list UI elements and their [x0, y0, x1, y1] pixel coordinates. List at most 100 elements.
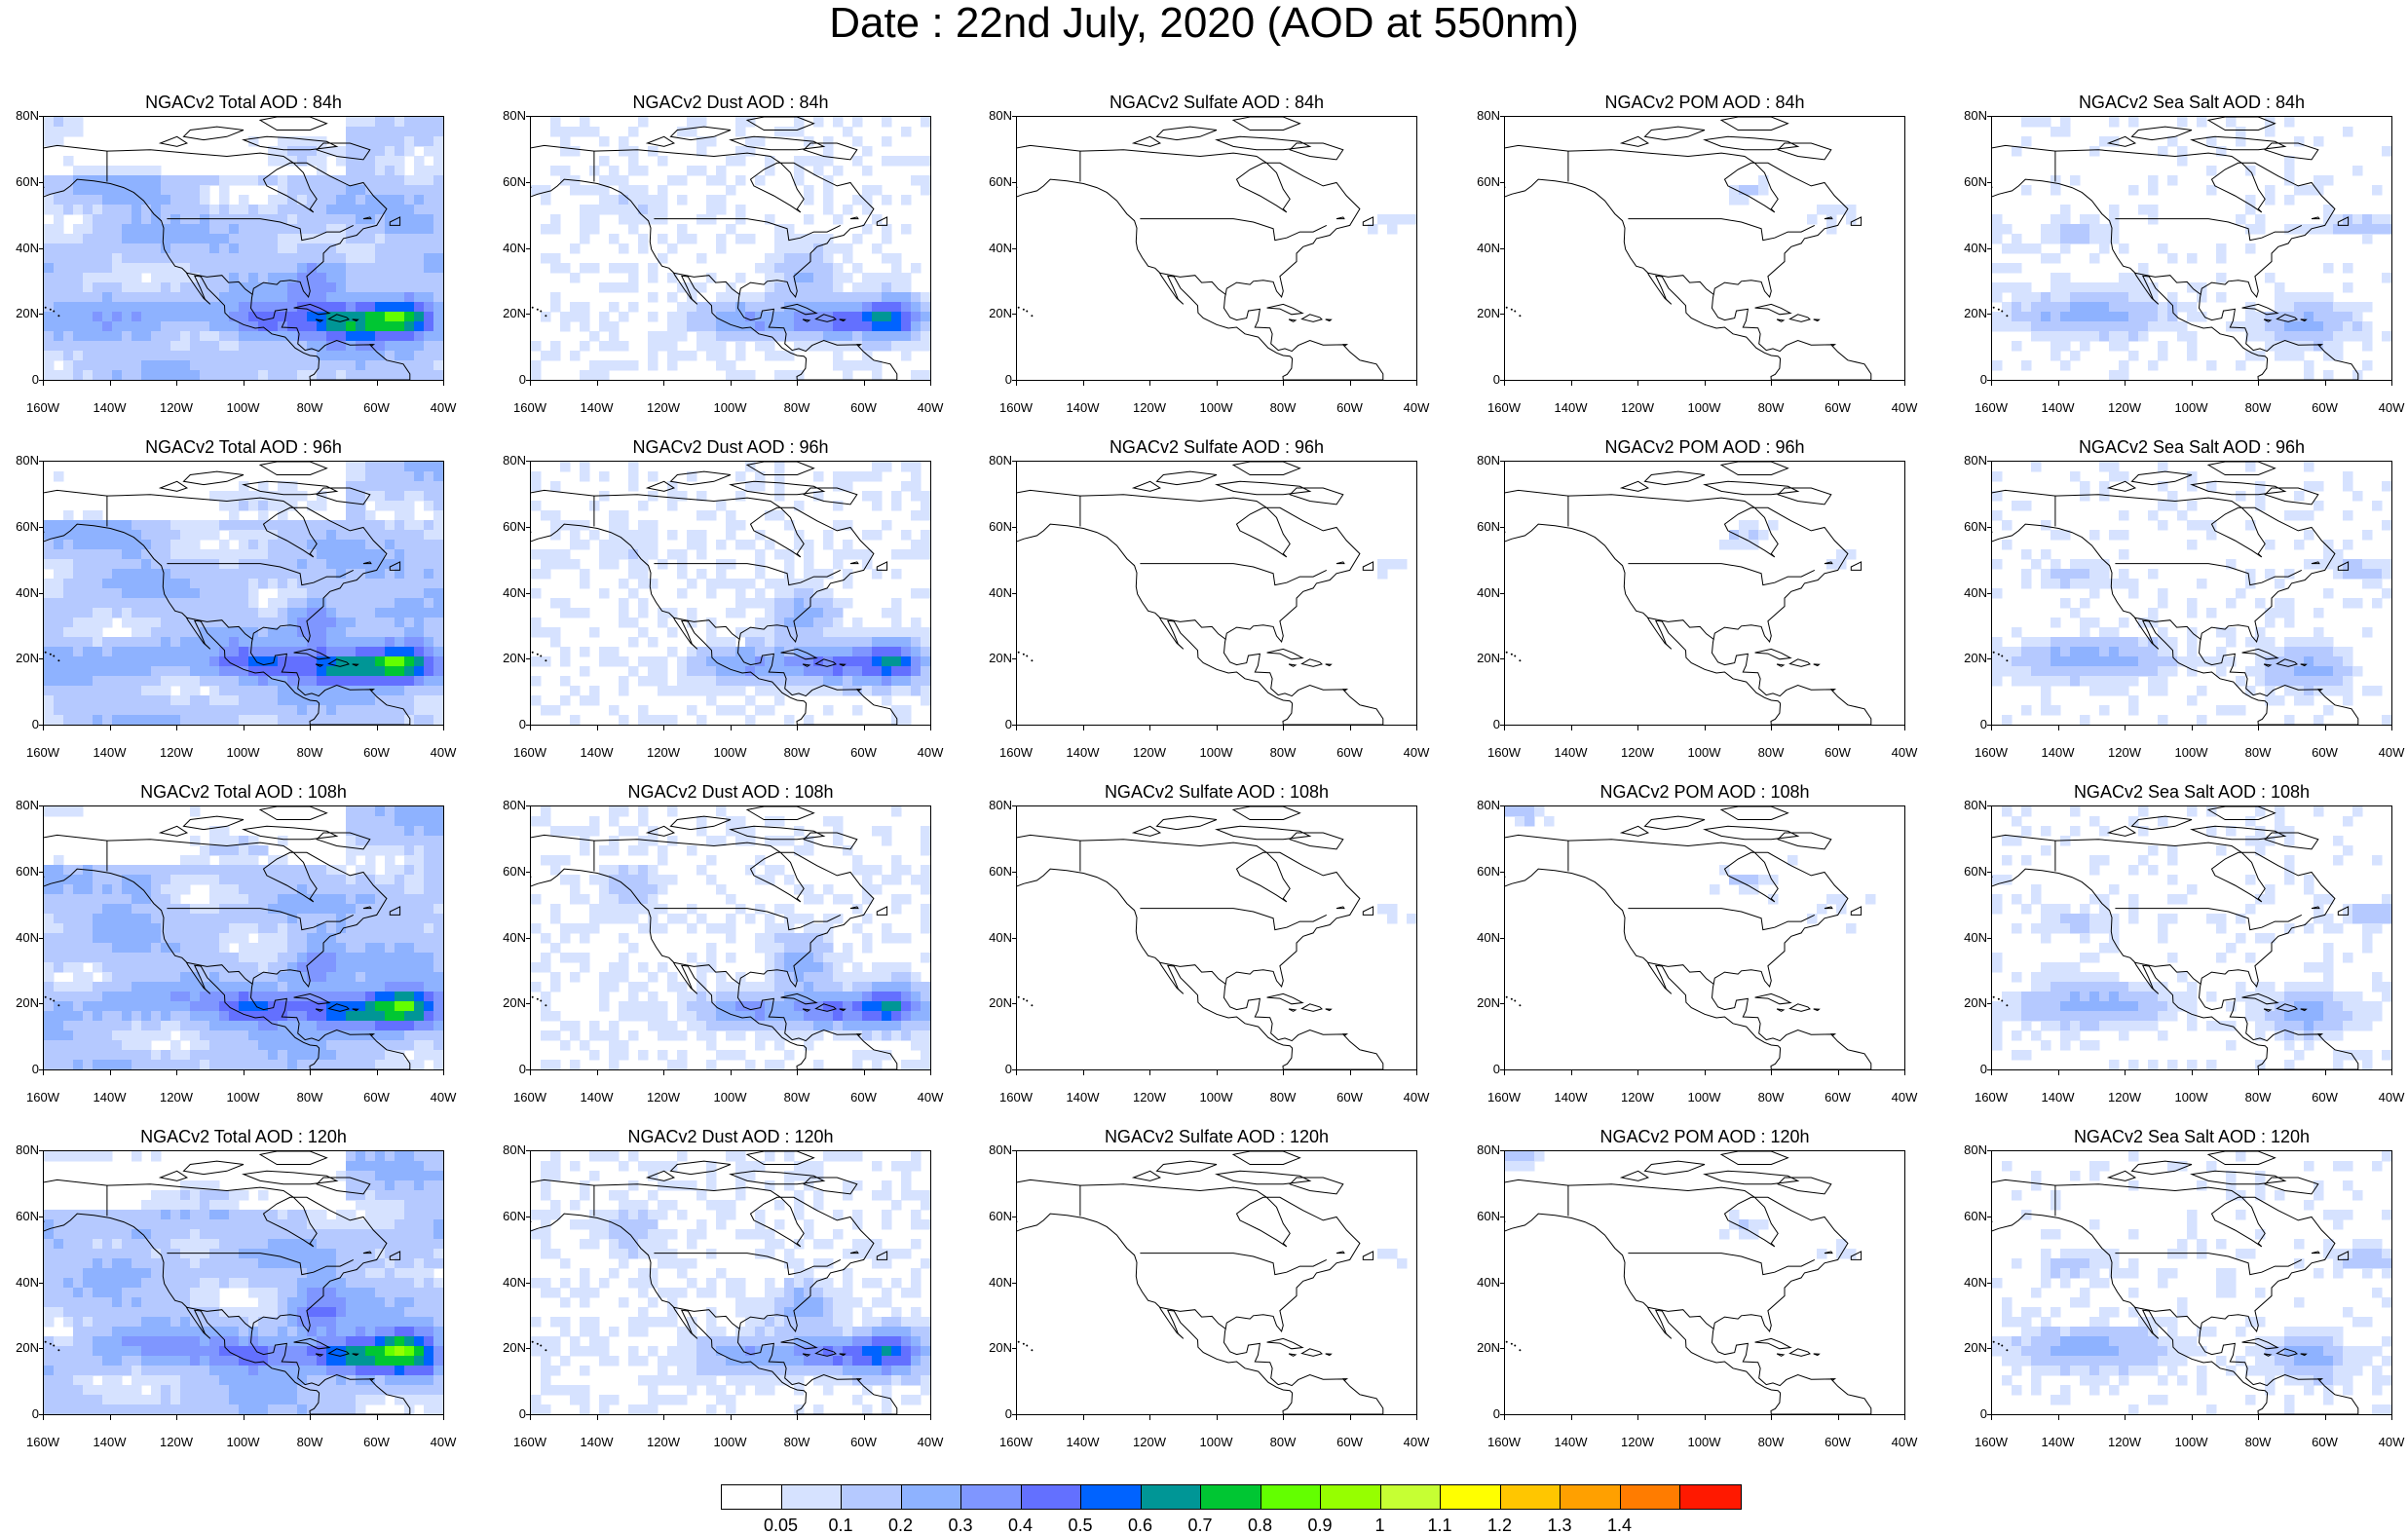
aod-cell [112, 894, 123, 905]
aod-cell [2021, 549, 2032, 560]
aod-cell [2021, 185, 2032, 196]
aod-cell [365, 695, 376, 706]
aod-cell [385, 1011, 395, 1022]
aod-cell [44, 224, 55, 235]
aod-cell [813, 608, 824, 618]
aod-cell [638, 608, 649, 618]
aod-cell [901, 292, 912, 303]
aod-cell [278, 234, 288, 244]
aod-cell [385, 992, 395, 1002]
aod-cell [784, 569, 795, 580]
lat-tick-label: 60N [487, 175, 526, 189]
aod-cell [2060, 205, 2071, 215]
aod-cell [336, 637, 347, 648]
aod-cell [804, 282, 814, 293]
aod-cell [356, 540, 366, 550]
aod-cell [813, 117, 824, 128]
aod-cell [93, 686, 103, 696]
aod-cell [385, 656, 395, 667]
aod-cell [2021, 117, 2032, 128]
aod-cell [2099, 647, 2110, 657]
lat-tick-label: 40N [973, 242, 1012, 255]
aod-cell [317, 1021, 327, 1031]
aod-cell [170, 243, 181, 254]
aod-cell [735, 598, 746, 609]
aod-cell [2089, 559, 2100, 570]
aod-cell [911, 627, 922, 638]
aod-cell [141, 559, 152, 570]
aod-cell [385, 855, 395, 866]
aod-cell [151, 992, 162, 1002]
aod-cell [404, 341, 415, 352]
aod-cell [2051, 331, 2061, 342]
aod-cell [190, 806, 201, 817]
aod-cell [833, 351, 844, 361]
lat-tick [526, 527, 530, 528]
aod-cell [102, 695, 113, 706]
lat-tick [1012, 593, 1016, 594]
aod-cell [248, 540, 259, 550]
aod-cell [287, 549, 298, 560]
hawaii-island [57, 659, 59, 661]
aod-cell [852, 156, 863, 167]
aod-cell [648, 341, 658, 352]
aod-cell [2187, 302, 2198, 313]
aod-cell [823, 540, 834, 550]
lat-tick [1987, 314, 1991, 315]
aod-cell [2167, 312, 2178, 322]
aod-cell [307, 647, 318, 657]
aod-cell [317, 205, 327, 215]
lon-tick [2391, 726, 2392, 730]
aod-cell [2021, 676, 2032, 687]
aod-cell [102, 884, 113, 895]
aod-cell [2284, 618, 2295, 628]
aod-cell [278, 224, 288, 235]
aod-cell [550, 263, 561, 274]
aod-cell [54, 933, 64, 944]
aod-cell [843, 321, 853, 332]
aod-cell [2119, 273, 2129, 283]
aod-cell [414, 914, 425, 924]
aod-cell [248, 695, 259, 706]
aod-cell [346, 647, 357, 657]
aod-cell [141, 865, 152, 876]
aod-cell [219, 598, 230, 609]
aod-cell [560, 312, 571, 322]
lon-tick [1283, 381, 1284, 386]
aod-cell [219, 933, 230, 944]
aod-cell [365, 331, 376, 342]
aod-cell [424, 715, 434, 725]
aod-cell [2080, 491, 2090, 502]
aod-cell [2323, 341, 2334, 352]
aod-cell [404, 705, 415, 716]
aod-cell [170, 666, 181, 677]
hawaii-island [2006, 659, 2008, 661]
aod-cell [404, 331, 415, 342]
aod-cell [200, 695, 210, 706]
aod-cell [2109, 656, 2120, 667]
aod-cell [658, 559, 668, 570]
island-outline [1755, 649, 1791, 658]
aod-cell [63, 569, 74, 580]
aod-cell [44, 263, 55, 274]
aod-cell [433, 481, 443, 492]
aod-cell [73, 530, 84, 541]
aod-cell [83, 510, 94, 521]
aod-cell [2021, 656, 2032, 667]
aod-cell [229, 510, 240, 521]
aod-cell [83, 884, 94, 895]
aod-cell [774, 292, 785, 303]
aod-cell [219, 253, 230, 264]
aod-cell [424, 569, 434, 580]
aod-cell [2236, 321, 2246, 332]
aod-cell [2128, 312, 2139, 322]
aod-cell [239, 933, 249, 944]
lon-tick-label: 40W [1880, 746, 1929, 760]
aod-cell [112, 686, 123, 696]
aod-cell [229, 282, 240, 293]
aod-cell [239, 351, 249, 361]
coastline [1017, 490, 1383, 725]
aod-cell [83, 195, 94, 206]
lat-tick-label: 60N [1948, 520, 1987, 534]
aod-cell [151, 540, 162, 550]
